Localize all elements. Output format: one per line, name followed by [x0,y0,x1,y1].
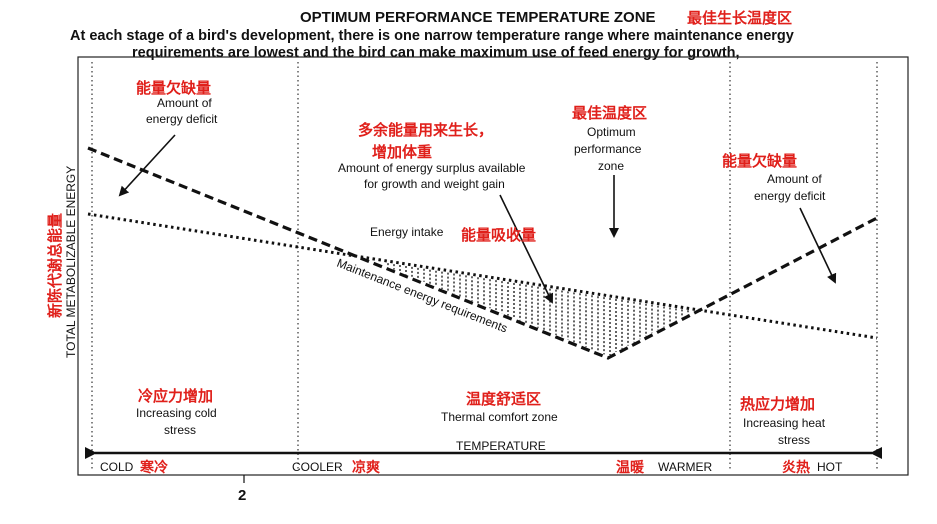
description-line-2: requirements are lowest and the bird can… [132,45,740,61]
cold-stress-label-1: Increasing cold [136,406,217,420]
optimum-label-1: Optimum [587,125,636,139]
description-line-1: At each stage of a bird's development, t… [70,28,794,44]
surplus-label-cn-2: 增加体重 [372,143,432,161]
zone-dividers [91,62,878,470]
chart-frame [77,56,909,476]
cooler-label-cn: 凉爽 [352,459,380,476]
cold-label: COLD [100,460,134,474]
surplus-label-cn-1: 多余能量用来生长， [358,121,493,139]
surplus-label-1: Amount of energy surplus available [338,161,526,175]
right-deficit-label-1: Amount of [767,172,822,186]
cold-label-cn: 寒冷 [140,459,168,476]
left-deficit-label-1: Amount of [157,96,212,110]
warmer-label-cn: 温暖 [616,459,645,476]
page-number: 2 [238,487,246,504]
optimum-label-3: zone [598,159,624,173]
right-deficit-label-cn: 能量欠缺量 [722,152,797,170]
y-axis-label-cn: 新陈代谢总能量 [46,213,64,318]
y-axis-label: TOTAL METABOLIZABLE ENERGY [64,166,78,358]
comfort-zone-label: Thermal comfort zone [441,410,558,424]
surplus-label-2: for growth and weight gain [364,177,505,191]
heat-stress-label-cn: 热应力增加 [740,395,815,413]
cold-stress-label-cn: 冷应力增加 [138,387,213,405]
optimum-label-2: performance [574,142,642,156]
heat-stress-label-1: Increasing heat [743,416,826,430]
warmer-label: WARMER [658,460,713,474]
hot-label: HOT [817,460,843,474]
cooler-label: COOLER [292,460,343,474]
energy-intake-label-cn: 能量吸收量 [461,226,536,244]
hot-label-cn: 炎热 [782,459,810,476]
left-deficit-label-cn: 能量欠缺量 [136,79,211,97]
cold-stress-label-2: stress [164,423,196,437]
left-deficit-label-2: energy deficit [146,112,218,126]
energy-intake-label: Energy intake [370,225,444,239]
temperature-axis-label: TEMPERATURE [456,439,546,453]
left-deficit-arrow [118,134,176,197]
page-title-cn: 最佳生长温度区 [687,9,792,27]
maintenance-energy-line [87,146,878,360]
energy-intake-line [87,212,878,340]
surplus-hatching [387,263,689,355]
right-deficit-arrow [799,207,837,284]
optimum-label-cn: 最佳温度区 [572,104,647,122]
right-deficit-label-2: energy deficit [754,189,826,203]
page-title: OPTIMUM PERFORMANCE TEMPERATURE ZONE [300,9,656,26]
surplus-arrow [499,194,554,304]
comfort-zone-label-cn: 温度舒适区 [466,390,541,408]
heat-stress-label-2: stress [778,433,810,447]
